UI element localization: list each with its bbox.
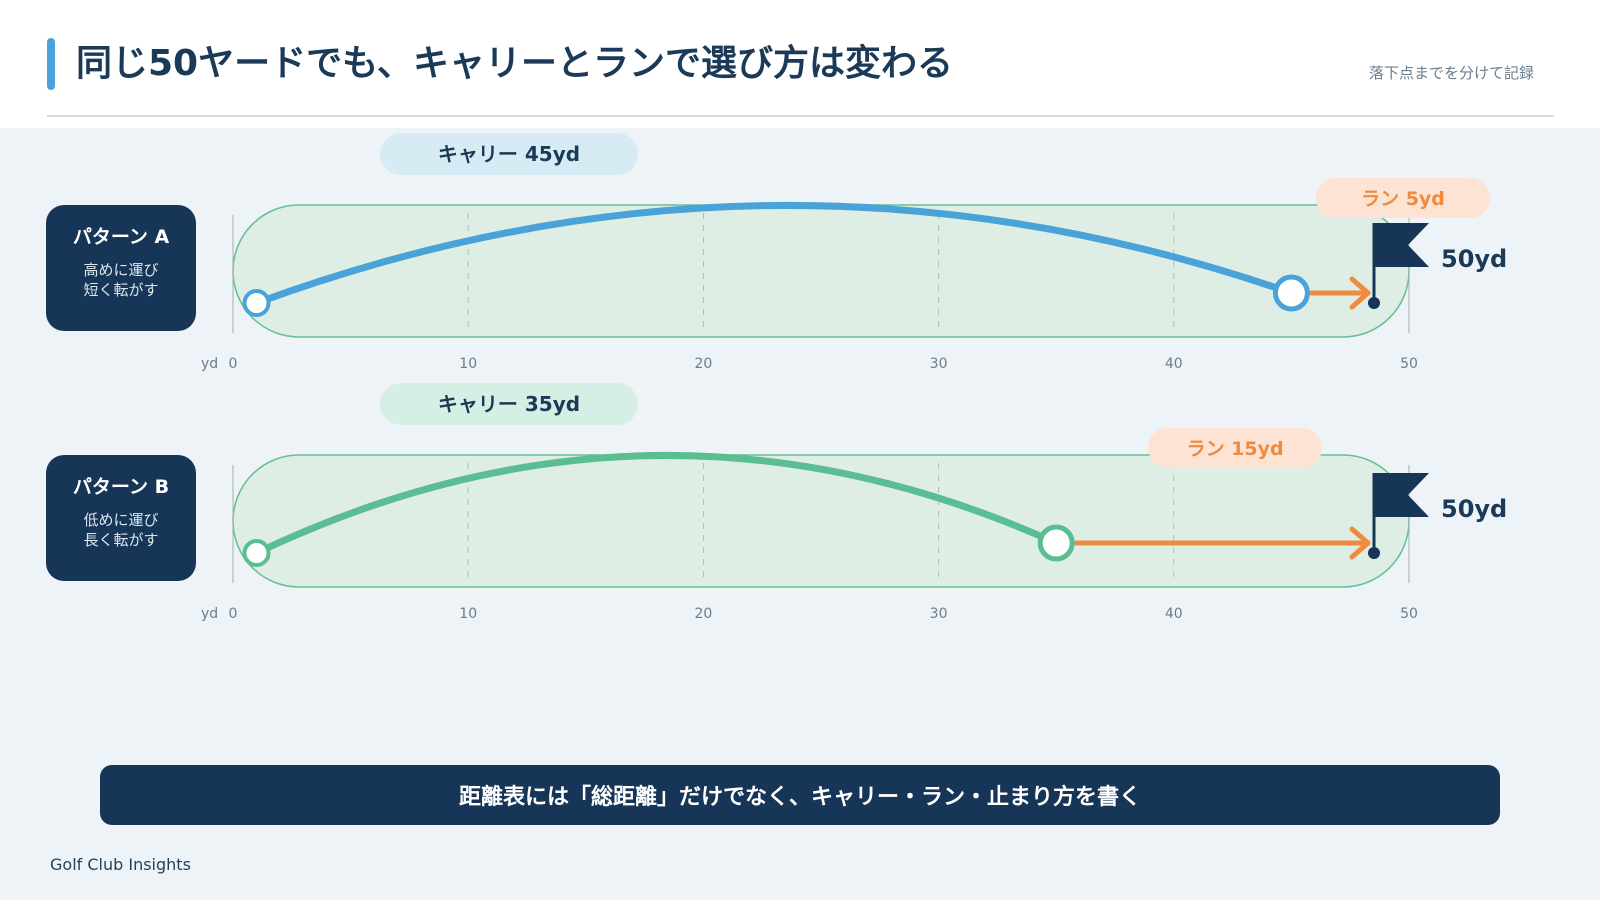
title-accent-bar (47, 38, 55, 90)
pattern-b-run-badge (1148, 428, 1323, 468)
pattern-a-panel: キャリー 45yd yd 0 10 20 30 40 50 50yd ラン 5yd パターン A 高め… (46, 133, 1507, 372)
pattern-a-carry-pill (380, 133, 638, 175)
page-subtitle: 落下点までを分けて記録 (1368, 64, 1534, 82)
pattern-b-lane (232, 454, 1410, 588)
pattern-a-carry-label: キャリー 45yd (438, 142, 580, 166)
pattern-b-carry-pill (380, 383, 638, 425)
pattern-a-tick-20: 20 (694, 356, 712, 372)
pattern-a-landing-point (1272, 274, 1310, 312)
summary-banner: 距離表には「総距離」だけでなく、キャリー・ラン・止まり方を書く (100, 765, 1500, 825)
pattern-b-desc-1: 低めに運び (83, 511, 158, 529)
pattern-a-name: パターン A (73, 226, 170, 248)
pattern-b-tick-50: 50 (1400, 606, 1418, 622)
pattern-b-start-point (242, 539, 271, 567)
pattern-b-tick-10: 10 (459, 606, 477, 622)
pattern-a-tick-0: 0 (229, 356, 238, 372)
pattern-b-tick-0: 0 (229, 606, 238, 622)
header: 同じ50ヤードでも、キャリーとランで選び方は変わる 落下点までを分けて記録 (0, 0, 1600, 128)
pattern-a-run-badge (1316, 178, 1490, 218)
pattern-a-desc-2: 短く転がす (83, 281, 158, 299)
pattern-a-tick-40: 40 (1165, 356, 1183, 372)
pattern-a-trajectory (253, 201, 1295, 307)
footer-brand: Golf Club Insights (50, 855, 191, 874)
pattern-b-hole (1368, 547, 1380, 559)
pattern-b-tick-40: 40 (1165, 606, 1183, 622)
pattern-b-flag-icon (1374, 473, 1429, 517)
pattern-b-run-arrowhead (1349, 526, 1371, 560)
pattern-b-name: パターン B (73, 476, 169, 498)
header-divider (47, 115, 1554, 117)
pattern-b-run-label: ラン 15yd (1187, 438, 1284, 460)
pattern-a-tick-50: 50 (1400, 356, 1418, 372)
pattern-a-flag-icon (1374, 223, 1429, 267)
pattern-a-run-label: ラン 5yd (1361, 188, 1445, 210)
pattern-b-card (46, 455, 196, 581)
pattern-a-axis-unit: yd (201, 356, 218, 372)
pattern-a-desc-1: 高めに運び (83, 261, 158, 279)
pattern-a-card (46, 205, 196, 331)
pattern-a-total-label: 50yd (1441, 245, 1507, 273)
pattern-b-total-label: 50yd (1441, 495, 1507, 523)
pattern-b-landing-point (1037, 524, 1075, 562)
page-title: 同じ50ヤードでも、キャリーとランで選び方は変わる (76, 43, 954, 84)
pattern-b-trajectory (253, 452, 1060, 557)
pattern-b-carry-label: キャリー 35yd (438, 392, 580, 416)
pattern-a-tick-10: 10 (459, 356, 477, 372)
pattern-a-tick-30: 30 (930, 356, 948, 372)
pattern-a-hole (1368, 297, 1380, 309)
pattern-b-tick-30: 30 (930, 606, 948, 622)
pattern-a-run-arrowhead (1349, 276, 1371, 310)
pattern-b-panel: キャリー 35yd yd 0 10 20 30 40 50 50yd ラン 15yd パターン B 低… (46, 383, 1507, 622)
pattern-b-tick-20: 20 (694, 606, 712, 622)
pattern-b-desc-2: 長く転がす (83, 531, 158, 549)
pattern-a-start-point (242, 289, 271, 317)
pattern-b-axis-unit: yd (201, 606, 218, 622)
